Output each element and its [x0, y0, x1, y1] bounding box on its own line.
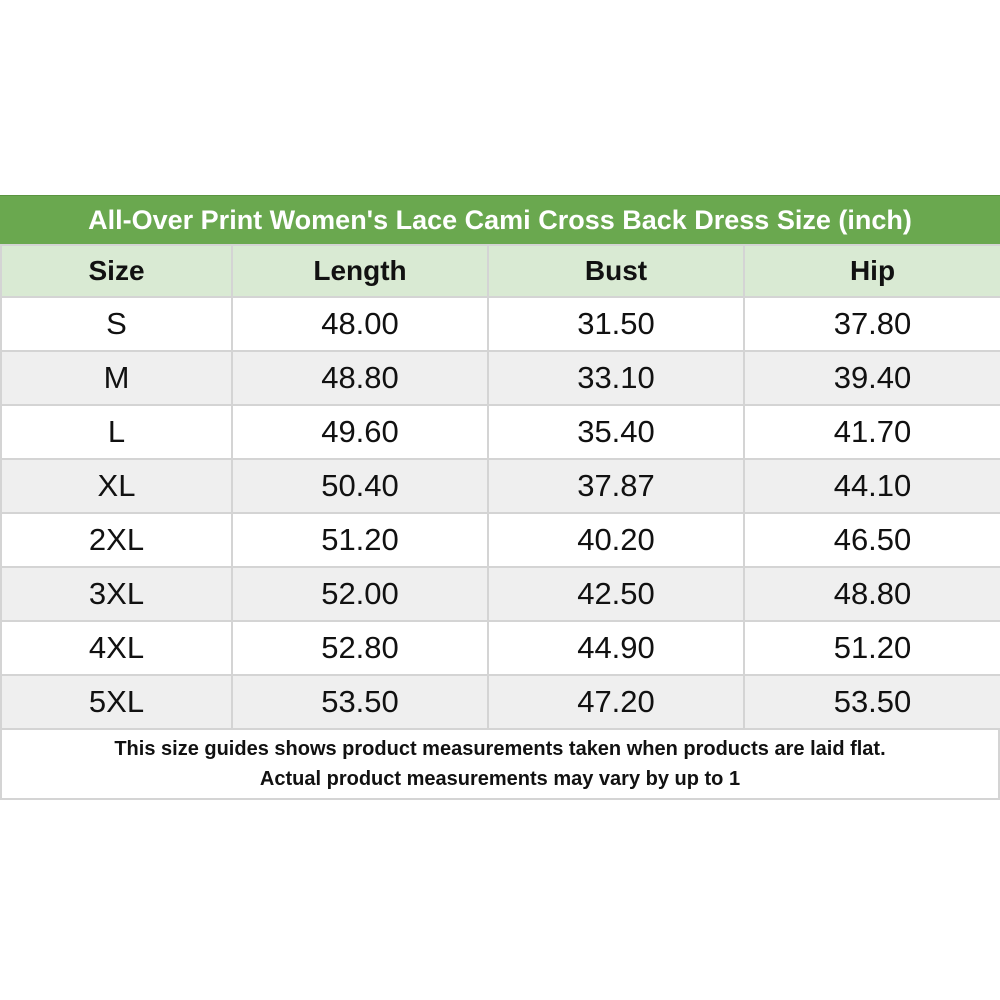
- table-row: 5XL 53.50 47.20 53.50: [0, 674, 1000, 730]
- table-cell: 49.60: [231, 404, 489, 460]
- table-cell: 5XL: [0, 674, 233, 730]
- table-cell: 46.50: [743, 512, 1000, 568]
- table-row: 2XL 51.20 40.20 46.50: [0, 512, 1000, 568]
- table-cell: 3XL: [0, 566, 233, 622]
- table-row: 3XL 52.00 42.50 48.80: [0, 566, 1000, 622]
- table-cell: 4XL: [0, 620, 233, 676]
- table-cell: 50.40: [231, 458, 489, 514]
- table-cell: 40.20: [487, 512, 745, 568]
- size-table: Size Length Bust Hip S 48.00 31.50 37.80 M 48…: [0, 244, 1000, 730]
- table-row: S 48.00 31.50 37.80: [0, 296, 1000, 352]
- table-cell: 52.80: [231, 620, 489, 676]
- table-cell: 53.50: [231, 674, 489, 730]
- table-cell: 37.80: [743, 296, 1000, 352]
- column-header: Hip: [743, 244, 1000, 298]
- table-cell: 35.40: [487, 404, 745, 460]
- table-cell: 52.00: [231, 566, 489, 622]
- table-cell: 48.80: [231, 350, 489, 406]
- table-cell: L: [0, 404, 233, 460]
- size-chart: All-Over Print Women's Lace Cami Cross B…: [0, 195, 1000, 800]
- table-row: 4XL 52.80 44.90 51.20: [0, 620, 1000, 676]
- column-header: Size: [0, 244, 233, 298]
- table-cell: 44.10: [743, 458, 1000, 514]
- table-cell: 51.20: [743, 620, 1000, 676]
- table-cell: 44.90: [487, 620, 745, 676]
- table-row: XL 50.40 37.87 44.10: [0, 458, 1000, 514]
- table-cell: 2XL: [0, 512, 233, 568]
- footer-line: Actual product measurements may vary by …: [259, 768, 741, 790]
- table-row: M 48.80 33.10 39.40: [0, 350, 1000, 406]
- footer-line: This size guides shows product measureme…: [114, 738, 886, 760]
- table-cell: 48.00: [231, 296, 489, 352]
- footer-note: This size guides shows product measureme…: [0, 730, 1000, 800]
- table-cell: 53.50: [743, 674, 1000, 730]
- table-cell: 48.80: [743, 566, 1000, 622]
- chart-title: All-Over Print Women's Lace Cami Cross B…: [0, 195, 1000, 244]
- table-cell: 51.20: [231, 512, 489, 568]
- table-cell: 39.40: [743, 350, 1000, 406]
- table-row: L 49.60 35.40 41.70: [0, 404, 1000, 460]
- column-header: Bust: [487, 244, 745, 298]
- table-cell: 37.87: [487, 458, 745, 514]
- table-cell: 47.20: [487, 674, 745, 730]
- table-cell: 33.10: [487, 350, 745, 406]
- table-cell: 31.50: [487, 296, 745, 352]
- table-cell: 41.70: [743, 404, 1000, 460]
- column-header: Length: [231, 244, 489, 298]
- table-cell: M: [0, 350, 233, 406]
- table-cell: 42.50: [487, 566, 745, 622]
- header-row: Size Length Bust Hip: [0, 244, 1000, 298]
- table-cell: XL: [0, 458, 233, 514]
- table-cell: S: [0, 296, 233, 352]
